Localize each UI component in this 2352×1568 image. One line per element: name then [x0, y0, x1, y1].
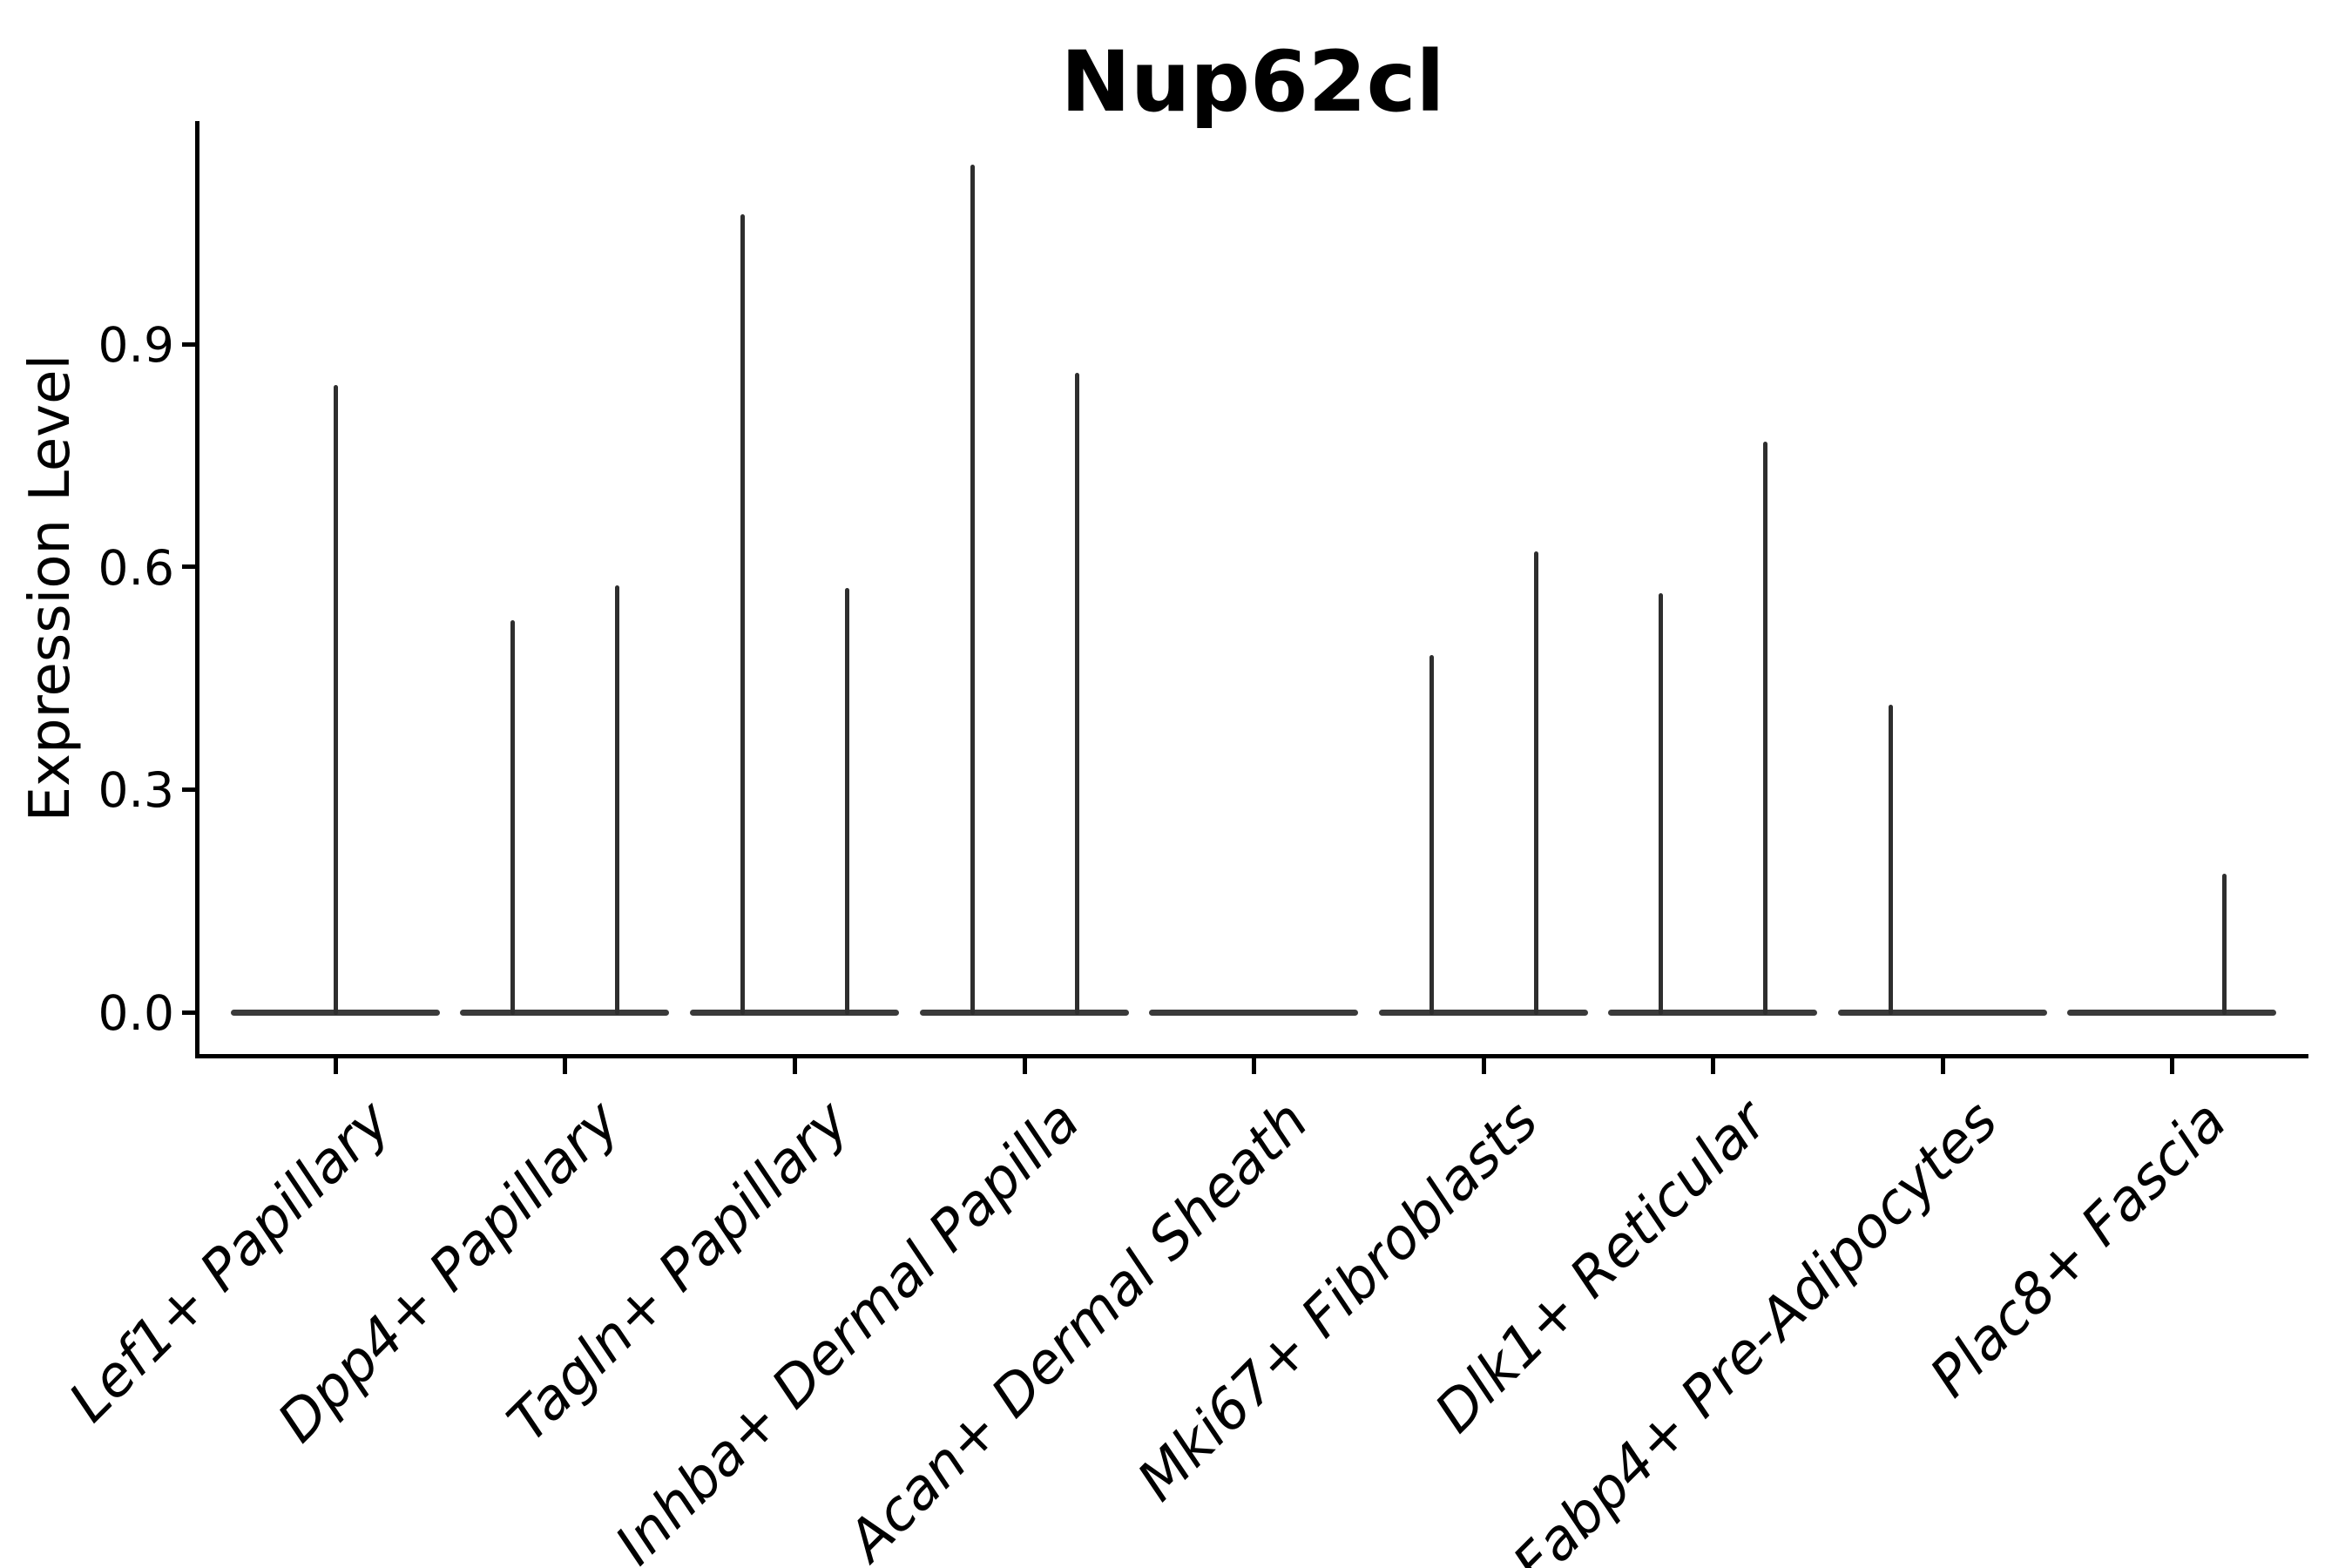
- y-tick: [182, 341, 195, 347]
- chart-title: Nup62cl: [1060, 33, 1445, 131]
- violin-spike: [970, 165, 975, 1015]
- x-tick-label: Acan+ Dermal Sheath: [835, 1089, 1321, 1568]
- x-tick: [1940, 1057, 1945, 1074]
- y-tick: [182, 787, 195, 792]
- y-tick: [182, 1010, 195, 1015]
- violin-spike: [1074, 373, 1079, 1015]
- y-tick-label: 0.6: [98, 539, 174, 596]
- violin-spike: [844, 587, 849, 1015]
- x-tick-label: Inhba+ Dermal Papilla: [603, 1089, 1092, 1568]
- violin-spike: [333, 385, 338, 1015]
- x-axis-line: [195, 1054, 2308, 1058]
- y-axis-line: [195, 121, 199, 1058]
- y-tick-label: 0.3: [98, 762, 174, 819]
- violin-baseline: [690, 1009, 899, 1016]
- violin-spike: [740, 214, 745, 1015]
- x-tick: [1022, 1057, 1027, 1074]
- y-tick-label: 0.9: [98, 317, 174, 374]
- violin-spike: [2221, 873, 2227, 1015]
- x-tick: [792, 1057, 797, 1074]
- violin-spike: [1888, 705, 1893, 1015]
- violin-baseline: [1379, 1009, 1588, 1016]
- violin-spike: [1658, 592, 1663, 1015]
- violin-spike: [1533, 551, 1538, 1015]
- x-tick: [2169, 1057, 2174, 1074]
- violin-baseline: [920, 1009, 1129, 1016]
- x-tick: [1710, 1057, 1715, 1074]
- x-tick: [1251, 1057, 1256, 1074]
- y-tick-label: 0.0: [98, 985, 174, 1041]
- x-tick: [1481, 1057, 1486, 1074]
- violin-baseline: [460, 1009, 669, 1016]
- violin-baseline: [1149, 1009, 1358, 1016]
- x-tick: [333, 1057, 338, 1074]
- violin-baseline: [2067, 1009, 2276, 1016]
- violin-spike: [510, 620, 515, 1015]
- violin-spike: [1429, 655, 1434, 1015]
- violin-spike: [1762, 441, 1767, 1015]
- y-tick: [182, 564, 195, 570]
- violin-baseline: [1608, 1009, 1817, 1016]
- x-tick: [562, 1057, 567, 1074]
- x-tick-label: Mki67+ Fibroblasts: [1125, 1089, 1551, 1514]
- violin-spike: [614, 585, 619, 1015]
- violin-baseline: [1838, 1009, 2047, 1016]
